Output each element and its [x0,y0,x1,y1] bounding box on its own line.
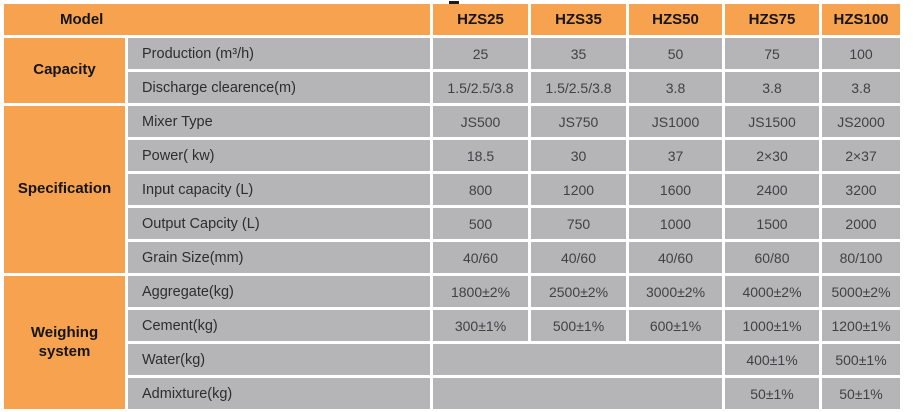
value-cell: 2500±2% [531,276,626,307]
param-name-cell: Mixer Type [128,106,430,137]
value-cell: 1200±1% [822,310,900,341]
value-cell: 80/100 [822,242,900,273]
table-row-water: Water(kg) 400±1% 500±1% [4,344,900,375]
table-row-grain-size: Grain Size(mm) 40/60 40/60 40/60 60/80 8… [4,242,900,273]
param-name-cell: Cement(kg) [128,310,430,341]
value-cell: 50±1% [822,378,900,409]
column-header-hzs75: HZS75 [725,4,819,35]
table-row-cement: Cement(kg) 300±1% 500±1% 600±1% 1000±1% … [4,310,900,341]
value-cell: JS1500 [725,106,819,137]
value-cell: 1.5/2.5/3.8 [433,72,528,103]
value-cell: JS500 [433,106,528,137]
value-cell: 1500 [725,208,819,239]
value-cell: 100 [822,38,900,69]
empty-merged-cell [433,378,722,409]
param-name-cell: Grain Size(mm) [128,242,430,273]
value-cell: 1000 [629,208,722,239]
section-label-capacity: Capacity [4,38,125,103]
value-cell: JS2000 [822,106,900,137]
value-cell: 600±1% [629,310,722,341]
table-row-admixture: Admixture(kg) 50±1% 50±1% [4,378,900,409]
value-cell: 40/60 [433,242,528,273]
value-cell: 400±1% [725,344,819,375]
value-cell: 5000±2% [822,276,900,307]
value-cell: 40/60 [531,242,626,273]
value-cell: 1800±2% [433,276,528,307]
value-cell: 4000±2% [725,276,819,307]
value-cell: 30 [531,140,626,171]
section-label-weighing-system: Weighing system [4,276,125,409]
param-name-cell: Admixture(kg) [128,378,430,409]
cut-off-title-remnant [449,1,459,4]
value-cell: 2000 [822,208,900,239]
value-cell: 18.5 [433,140,528,171]
table-row-power: Power( kw) 18.5 30 37 2×30 2×37 [4,140,900,171]
column-header-hzs25: HZS25 [433,4,528,35]
value-cell: 60/80 [725,242,819,273]
column-header-hzs35: HZS35 [531,4,626,35]
value-cell: 35 [531,38,626,69]
value-cell: 2×30 [725,140,819,171]
param-name-cell: Power( kw) [128,140,430,171]
value-cell: JS1000 [629,106,722,137]
empty-merged-cell [433,344,722,375]
param-name-cell: Output Capcity (L) [128,208,430,239]
value-cell: 50 [629,38,722,69]
table-row-aggregate: Weighing system Aggregate(kg) 1800±2% 25… [4,276,900,409]
table-row-discharge: Discharge clearence(m) 1.5/2.5/3.8 1.5/2… [4,72,900,103]
value-cell: 3.8 [725,72,819,103]
value-cell: 37 [629,140,722,171]
table-row-production: Capacity Production (m³/h) 25 35 50 75 1… [4,38,900,103]
value-cell: 2×37 [822,140,900,171]
section-label-specification: Specification [4,106,125,273]
column-header-hzs50: HZS50 [629,4,722,35]
value-cell: 3.8 [629,72,722,103]
value-cell: 25 [433,38,528,69]
table-row-input-capacity: Input capacity (L) 800 1200 1600 2400 32… [4,174,900,205]
model-header-cell: Model [4,4,430,35]
table-row-output-capacity: Output Capcity (L) 500 750 1000 1500 200… [4,208,900,239]
param-name-cell: Discharge clearence(m) [128,72,430,103]
value-cell: 500±1% [822,344,900,375]
value-cell: 500±1% [531,310,626,341]
value-cell: 3000±2% [629,276,722,307]
value-cell: 2400 [725,174,819,205]
header-row: Model HZS25 HZS35 HZS50 HZS75 HZS100 [4,4,900,35]
value-cell: 75 [725,38,819,69]
value-cell: 1600 [629,174,722,205]
value-cell: 50±1% [725,378,819,409]
column-header-hzs100: HZS100 [822,4,900,35]
value-cell: 1200 [531,174,626,205]
value-cell: 1.5/2.5/3.8 [531,72,626,103]
value-cell: 750 [531,208,626,239]
value-cell: 300±1% [433,310,528,341]
value-cell: 800 [433,174,528,205]
param-name-cell: Water(kg) [128,344,430,375]
param-name-cell: Input capacity (L) [128,174,430,205]
value-cell: 500 [433,208,528,239]
param-name-cell: Production (m³/h) [128,38,430,69]
value-cell: 3.8 [822,72,900,103]
value-cell: JS750 [531,106,626,137]
value-cell: 1000±1% [725,310,819,341]
value-cell: 3200 [822,174,900,205]
table-row-mixer-type: Specification Mixer Type JS500 JS750 JS1… [4,106,900,273]
param-name-cell: Aggregate(kg) [128,276,430,307]
value-cell: 40/60 [629,242,722,273]
